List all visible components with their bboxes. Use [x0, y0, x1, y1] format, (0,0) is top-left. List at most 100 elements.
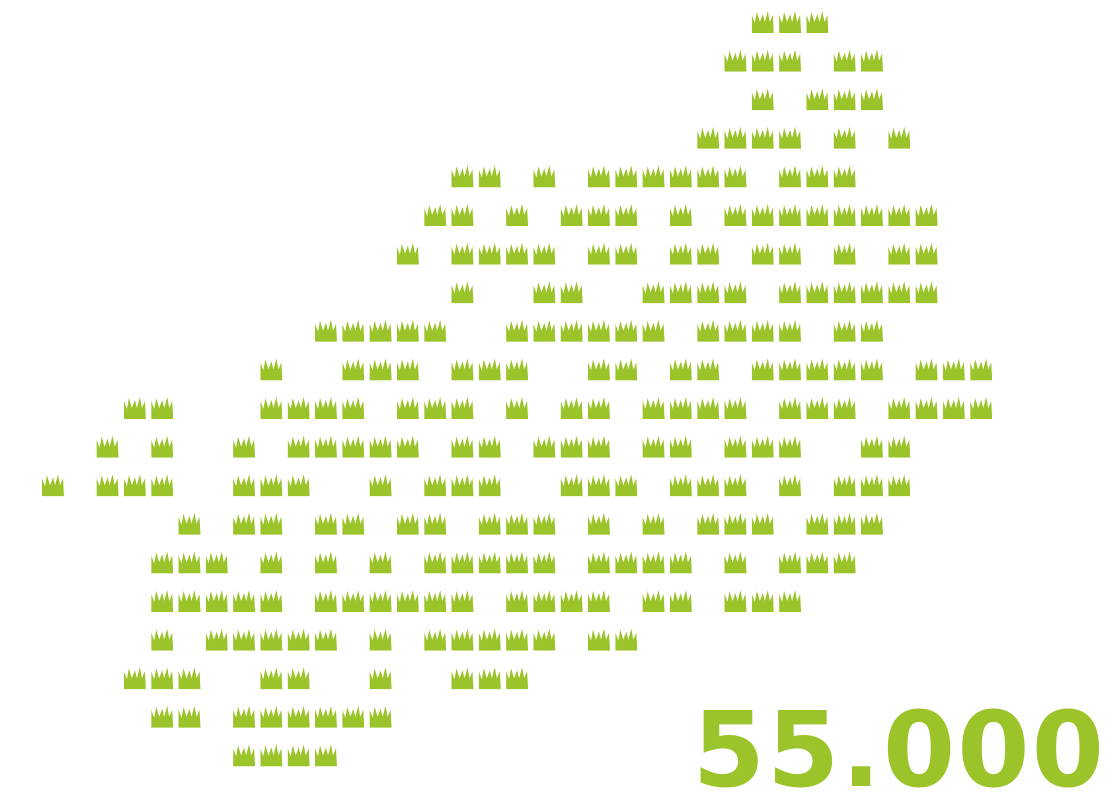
grass-tuft-icon	[205, 628, 228, 651]
grass-tuft-icon	[861, 358, 883, 381]
grass-tuft-icon	[560, 590, 583, 612]
grass-tuft-icon	[588, 551, 610, 574]
grass-tuft-icon	[942, 358, 965, 381]
grass-tuft-icon	[779, 11, 802, 33]
grass-tuft-icon	[806, 397, 829, 419]
grass-tuft-icon	[779, 551, 802, 574]
grass-tuft-icon	[233, 744, 256, 767]
grass-tuft-icon	[806, 11, 829, 33]
grass-tuft-icon	[233, 628, 256, 651]
grass-tuft-icon	[287, 705, 310, 728]
grass-tuft-icon	[342, 705, 365, 728]
grass-tuft-icon	[915, 204, 938, 226]
grass-tuft-icon	[178, 705, 201, 728]
grass-tuft-icon	[642, 435, 665, 458]
grass-tuft-icon	[588, 628, 610, 651]
grass-tuft-icon	[861, 49, 883, 72]
grass-tuft-icon	[451, 204, 474, 226]
grass-tuft-icon	[861, 435, 883, 458]
grass-tuft-icon	[642, 165, 665, 188]
grass-tuft-icon	[233, 590, 256, 612]
grass-tuft-icon	[396, 435, 419, 458]
grass-tuft-icon	[588, 358, 610, 381]
grass-tuft-icon	[178, 551, 201, 574]
grass-tuft-icon	[451, 667, 474, 690]
grass-tuft-icon	[560, 435, 583, 458]
grass-tuft-icon	[779, 319, 802, 342]
grass-tuft-icon	[861, 204, 883, 226]
grass-tuft-icon	[369, 667, 392, 690]
grass-tuft-icon	[260, 705, 283, 728]
grass-tuft-icon	[669, 551, 692, 574]
grass-tuft-icon	[806, 281, 829, 304]
grass-tuft-icon	[779, 126, 802, 149]
grass-tuft-icon	[396, 242, 419, 265]
grass-tuft-icon	[369, 551, 392, 574]
grass-tuft-icon	[615, 551, 638, 574]
grass-tuft-icon	[233, 705, 256, 728]
grass-tuft-icon	[478, 474, 501, 497]
grass-tuft-icon	[833, 126, 856, 149]
grass-tuft-icon	[506, 242, 529, 265]
grass-tuft-icon	[151, 397, 174, 419]
grass-tuft-icon	[970, 397, 993, 419]
grass-tuft-icon	[642, 590, 665, 612]
grass-tuft-icon	[451, 435, 474, 458]
grass-tuft-icon	[724, 165, 747, 188]
grass-tuft-icon	[233, 474, 256, 497]
grass-tuft-icon	[615, 628, 638, 651]
grass-tuft-icon	[888, 204, 911, 226]
grass-tuft-icon	[451, 165, 474, 188]
grass-tuft-icon	[560, 474, 583, 497]
grass-tuft-icon	[42, 474, 64, 497]
grass-tuft-icon	[315, 319, 337, 342]
grass-tuft-icon	[669, 435, 692, 458]
grass-tuft-icon	[806, 512, 829, 535]
grass-tuft-icon	[697, 512, 720, 535]
grass-tuft-icon	[915, 358, 938, 381]
grass-tuft-icon	[560, 397, 583, 419]
grass-tuft-icon	[506, 667, 529, 690]
grass-tuft-icon	[724, 551, 747, 574]
grass-tuft-icon	[315, 744, 337, 767]
grass-tuft-icon	[779, 397, 802, 419]
grass-tuft-icon	[205, 590, 228, 612]
grass-tuft-icon	[151, 590, 174, 612]
grass-tuft-icon	[451, 551, 474, 574]
grass-tuft-icon	[506, 590, 529, 612]
grass-tuft-icon	[669, 397, 692, 419]
grass-tuft-icon	[724, 319, 747, 342]
grass-tuft-icon	[779, 358, 802, 381]
grass-tuft-icon	[806, 88, 829, 111]
grass-tuft-icon	[424, 512, 447, 535]
grass-tuft-icon	[806, 165, 829, 188]
grass-tuft-icon	[315, 397, 337, 419]
grass-tuft-icon	[369, 435, 392, 458]
grass-tuft-icon	[669, 281, 692, 304]
grass-tuft-icon	[260, 667, 283, 690]
grass-tuft-icon	[751, 319, 774, 342]
grass-tuft-icon	[588, 165, 610, 188]
grass-tuft-icon	[751, 358, 774, 381]
grass-tuft-icon	[615, 319, 638, 342]
grass-tuft-icon	[888, 281, 911, 304]
grass-tuft-icon	[342, 512, 365, 535]
grass-tuft-icon	[751, 88, 774, 111]
grass-tuft-icon	[451, 590, 474, 612]
grass-tuft-icon	[915, 397, 938, 419]
grass-tuft-icon	[369, 319, 392, 342]
grass-tuft-icon	[315, 512, 337, 535]
grass-tuft-icon	[833, 242, 856, 265]
grass-tuft-icon	[833, 165, 856, 188]
grass-tuft-icon	[233, 512, 256, 535]
grass-tuft-icon	[260, 628, 283, 651]
grass-tuft-icon	[588, 474, 610, 497]
grass-tuft-icon	[642, 551, 665, 574]
grass-tuft-icon	[560, 204, 583, 226]
grass-tuft-icon	[669, 474, 692, 497]
grass-tuft-icon	[396, 397, 419, 419]
grass-tuft-icon	[888, 474, 911, 497]
grass-tuft-icon	[178, 590, 201, 612]
grass-tuft-icon	[669, 204, 692, 226]
